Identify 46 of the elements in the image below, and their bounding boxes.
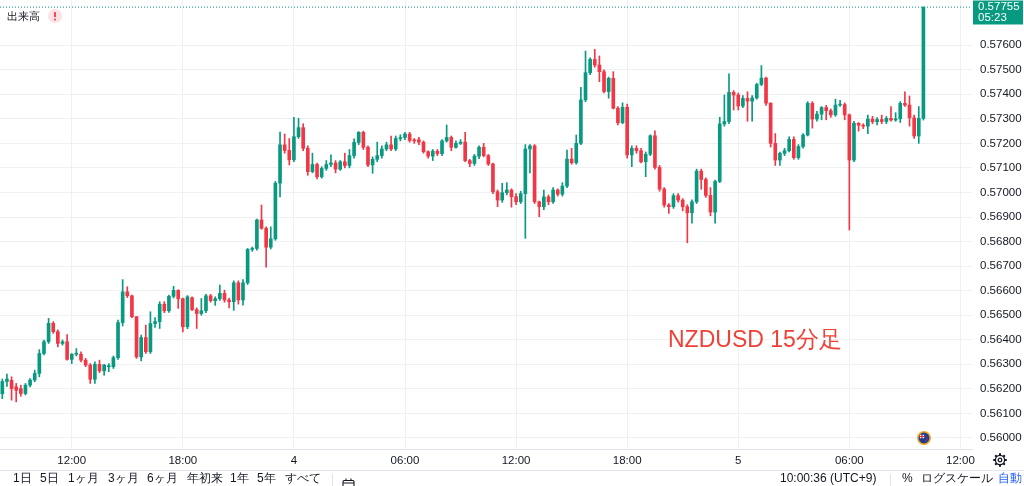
- text: 1ヶ月: [68, 471, 99, 486]
- y-tick-label: 0.57100: [980, 161, 1022, 174]
- x-tick-label: 5: [735, 454, 742, 467]
- text: 1日: [13, 471, 32, 486]
- text: 5年: [257, 471, 276, 486]
- y-tick-label: 0.57600: [980, 38, 1022, 51]
- x-tick-label: 12:00: [501, 454, 531, 467]
- y-tick-label: 0.57200: [980, 136, 1022, 149]
- x-tick-label: 4: [290, 454, 298, 467]
- y-tick-label: 0.56400: [980, 332, 1022, 345]
- text: 年初来: [187, 471, 223, 486]
- y-tick-label: 0.57000: [980, 185, 1022, 198]
- y-tick-label: 0.56700: [980, 259, 1022, 272]
- y-tick-label: 0.56500: [980, 308, 1022, 321]
- x-tick-label: 06:00: [390, 454, 420, 467]
- text: 10:00:36 (UTC+9): [780, 471, 877, 486]
- text: 3ヶ月: [108, 471, 139, 486]
- x-tick-label: 12:00: [57, 454, 87, 467]
- x-tick-label: 12:00: [946, 454, 975, 467]
- y-tick-label: 0.57400: [980, 87, 1022, 100]
- text: 05:23: [978, 11, 1007, 24]
- annotation: NZDUSD 15分足: [668, 326, 842, 353]
- x-tick-label: 18:00: [612, 454, 642, 467]
- y-tick-label: 0.57300: [980, 111, 1022, 124]
- text: すべて: [285, 471, 321, 486]
- candlestick: [14, 383, 19, 403]
- text: %: [902, 471, 913, 486]
- y-tick-label: 0.56900: [980, 210, 1022, 223]
- y-tick-label: 0.56000: [980, 431, 1022, 444]
- candlestick: [528, 144, 532, 174]
- candlestick: [213, 296, 218, 306]
- y-tick-label: 0.56800: [980, 234, 1022, 247]
- ref-line-label: 0.57755: [978, 0, 1020, 13]
- annotation: 出来高: [7, 10, 40, 23]
- x-tick-label: 06:00: [834, 454, 864, 467]
- y-tick-label: 0.56300: [980, 357, 1022, 370]
- text: 6ヶ月: [147, 471, 178, 486]
- text: 1年: [230, 471, 249, 486]
- text: 5日: [40, 471, 59, 486]
- y-tick-label: 0.56600: [980, 283, 1022, 296]
- y-tick-label: 0.57500: [980, 62, 1022, 75]
- y-tick-label: 0.56100: [980, 406, 1022, 419]
- x-tick-label: 18:00: [168, 454, 198, 467]
- text: 自動: [998, 471, 1022, 486]
- y-tick-label: 0.56200: [980, 382, 1022, 395]
- text: ログスケール: [921, 471, 993, 486]
